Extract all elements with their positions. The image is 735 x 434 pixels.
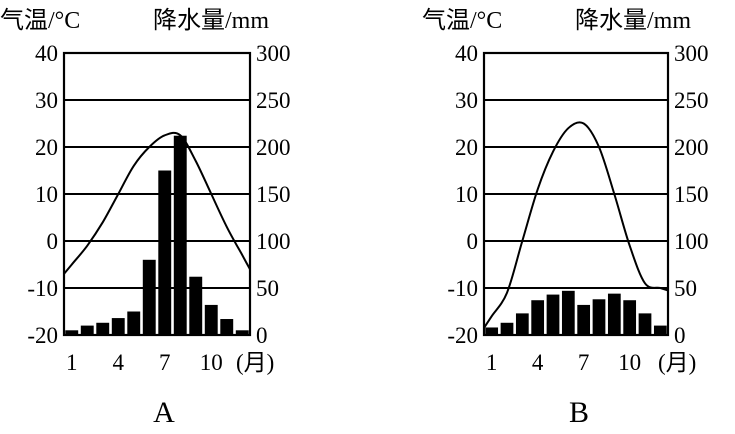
month-tick-label-a: 4 <box>113 350 125 375</box>
precip-bar-b-8 <box>592 299 606 335</box>
precip-tick-label-a: 100 <box>256 229 291 254</box>
climate-chart-b: 气温/°C 降水量/mm B (月) 403020100-10-20300250… <box>422 7 709 429</box>
temp-tick-label-b: 20 <box>455 135 478 160</box>
month-unit-b: (月) <box>658 350 696 375</box>
temp-tick-label-a: -10 <box>27 276 58 301</box>
plot-frame-a <box>62 51 252 337</box>
month-tick-label-b: 4 <box>532 350 544 375</box>
precip-axis-title-b: 降水量/mm <box>575 7 691 34</box>
precip-tick-label-a: 250 <box>256 88 291 113</box>
month-tick-label-a: 10 <box>200 350 223 375</box>
temp-axis-title-a: 气温/°C <box>0 7 80 34</box>
temp-tick-label-b: 30 <box>455 88 478 113</box>
precip-bar-a-8 <box>173 135 187 335</box>
precip-tick-label-b: 0 <box>674 323 686 348</box>
precip-bar-a-1 <box>65 330 79 335</box>
precip-tick-label-a: 200 <box>256 135 291 160</box>
temp-tick-label-a: 10 <box>35 182 58 207</box>
temperature-line-a <box>63 131 251 275</box>
precip-bar-b-6 <box>561 290 575 335</box>
precip-bar-b-1 <box>485 327 499 335</box>
precip-bar-b-3 <box>515 313 529 335</box>
precip-bar-a-12 <box>235 330 249 335</box>
precip-bar-a-10 <box>204 304 218 335</box>
temp-tick-label-b: 40 <box>455 41 478 66</box>
precip-bar-a-3 <box>96 322 110 335</box>
temp-axis-title-b: 气温/°C <box>422 7 502 34</box>
temp-tick-label-a: 30 <box>35 88 58 113</box>
month-unit-a: (月) <box>236 350 274 375</box>
plot-frame-b <box>482 51 670 337</box>
precip-tick-label-b: 300 <box>674 41 709 66</box>
precip-bar-b-5 <box>546 294 560 335</box>
precip-tick-label-a: 50 <box>256 276 279 301</box>
panel-label-b: B <box>569 396 589 429</box>
month-tick-label-b: 7 <box>578 350 590 375</box>
temp-tick-label-a: -20 <box>27 323 58 348</box>
precip-bar-a-6 <box>142 259 156 335</box>
precip-tick-label-b: 200 <box>674 135 709 160</box>
climate-chart-a: 气温/°C 降水量/mm A (月) 403020100-10-20300250… <box>0 7 291 429</box>
precip-bar-b-2 <box>500 322 514 335</box>
temp-tick-label-a: 0 <box>47 229 59 254</box>
month-tick-label-b: 10 <box>618 350 641 375</box>
precip-tick-label-a: 150 <box>256 182 291 207</box>
precip-bar-a-9 <box>189 276 203 335</box>
precip-bar-b-9 <box>607 293 621 335</box>
month-tick-label-a: 7 <box>159 350 171 375</box>
precip-bar-a-7 <box>158 170 172 335</box>
precip-tick-label-b: 250 <box>674 88 709 113</box>
temp-tick-label-a: 20 <box>35 135 58 160</box>
precip-bar-a-11 <box>220 319 234 335</box>
panel-label-a: A <box>153 396 175 429</box>
precip-tick-label-b: 100 <box>674 229 709 254</box>
month-tick-label-a: 1 <box>66 350 78 375</box>
precip-bar-b-10 <box>623 300 637 335</box>
precip-bar-b-4 <box>531 300 545 335</box>
temp-tick-label-b: 10 <box>455 182 478 207</box>
temp-tick-label-b: -10 <box>447 276 478 301</box>
precip-bar-a-2 <box>80 325 94 335</box>
temp-tick-label-b: 0 <box>467 229 479 254</box>
precip-axis-title-a: 降水量/mm <box>153 7 269 34</box>
precip-bar-b-7 <box>577 304 591 335</box>
precip-bar-b-12 <box>653 325 667 335</box>
precip-tick-label-a: 300 <box>256 41 291 66</box>
temperature-line-b <box>483 121 669 329</box>
temp-tick-label-a: 40 <box>35 41 58 66</box>
precip-tick-label-b: 50 <box>674 276 697 301</box>
precip-bar-a-5 <box>127 311 141 335</box>
temp-tick-label-b: -20 <box>447 323 478 348</box>
precip-tick-label-a: 0 <box>256 323 268 348</box>
precip-bar-b-11 <box>638 313 652 335</box>
precip-tick-label-b: 150 <box>674 182 709 207</box>
month-tick-label-b: 1 <box>486 350 498 375</box>
precip-bar-a-4 <box>111 318 125 335</box>
